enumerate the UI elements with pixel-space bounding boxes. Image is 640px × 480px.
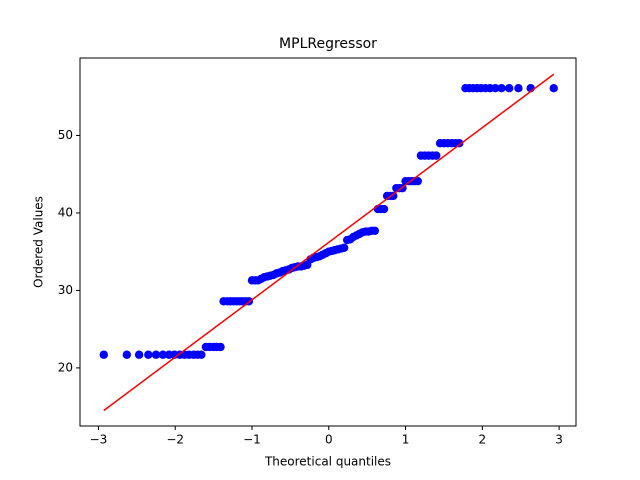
point bbox=[134, 350, 144, 359]
point bbox=[514, 84, 523, 93]
y-tick-label: 30 bbox=[58, 283, 73, 297]
plot-frame bbox=[79, 57, 577, 427]
chart-title: MPLRegressor bbox=[279, 36, 377, 52]
x-tick-label: 0 bbox=[325, 433, 333, 447]
point bbox=[99, 350, 109, 359]
x-tick-label: −3 bbox=[90, 433, 108, 447]
y-axis-label: Ordered Values bbox=[32, 196, 46, 288]
point bbox=[151, 350, 161, 359]
point bbox=[413, 176, 423, 186]
point bbox=[491, 84, 500, 93]
point bbox=[549, 84, 558, 93]
point bbox=[197, 350, 206, 359]
fit-line bbox=[103, 73, 555, 412]
point bbox=[122, 350, 132, 359]
y-tick-label: 40 bbox=[58, 205, 73, 219]
point bbox=[158, 350, 168, 359]
point bbox=[432, 151, 441, 160]
x-tick-label: −1 bbox=[243, 433, 261, 447]
point bbox=[497, 84, 506, 93]
x-tick-label: −2 bbox=[166, 433, 184, 447]
y-tick-label: 20 bbox=[58, 360, 73, 374]
point bbox=[389, 191, 398, 201]
x-axis-label: Theoretical quantiles bbox=[264, 455, 391, 469]
x-tick-label: 1 bbox=[402, 433, 410, 447]
x-tick-label: 2 bbox=[479, 433, 487, 447]
point bbox=[339, 243, 349, 253]
point bbox=[370, 226, 380, 235]
point bbox=[505, 84, 514, 93]
x-tick-label: 3 bbox=[555, 433, 563, 447]
point bbox=[144, 350, 153, 359]
point bbox=[379, 204, 389, 214]
point bbox=[455, 139, 464, 148]
y-tick-label: 50 bbox=[58, 128, 73, 142]
point bbox=[216, 342, 225, 352]
